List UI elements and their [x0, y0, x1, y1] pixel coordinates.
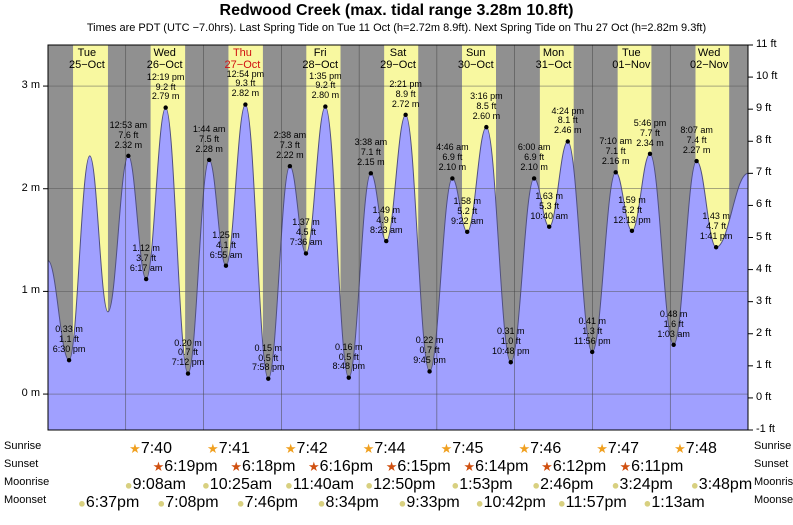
moon-icon: ● [476, 495, 484, 510]
moon-icon: ● [451, 477, 459, 492]
moon-icon: ● [558, 495, 566, 510]
star-icon: ★ [363, 441, 375, 456]
sunmoon-cell: ●1:53pm [451, 476, 512, 494]
moon-icon: ● [318, 495, 326, 510]
starR-icon: ★ [463, 459, 475, 474]
y-tick-left: 3 m [22, 79, 40, 91]
starR-icon: ★ [386, 459, 398, 474]
day-label: Thu27−Oct [225, 47, 261, 71]
sunmoon-row-label: Moonrise [4, 476, 49, 488]
y-tick-right: 2 ft [756, 327, 771, 339]
star-icon: ★ [441, 441, 453, 456]
sunmoon-cell: ●7:46pm [237, 494, 298, 512]
sunmoon-cell: ★6:12pm [541, 458, 606, 476]
y-tick-right: 6 ft [756, 198, 771, 210]
starR-icon: ★ [619, 459, 631, 474]
y-tick-right: 7 ft [756, 166, 771, 178]
sunmoon-row-label: Moonset [4, 494, 46, 506]
star-icon: ★ [674, 441, 686, 456]
y-tick-right: 9 ft [756, 102, 771, 114]
y-tick-right: 1 ft [756, 359, 771, 371]
day-label: Wed02−Nov [690, 47, 728, 71]
sunmoon-cell: ●9:08am [125, 476, 186, 494]
sunmoon-cell: ★7:40 [129, 440, 172, 458]
starR-icon: ★ [153, 459, 165, 474]
sunmoon-cell: ●10:42pm [476, 494, 546, 512]
sunmoon-cell: ★7:41 [207, 440, 250, 458]
sunmoon-row-label: Sunset [4, 458, 38, 470]
sunmoon-cell: ★6:14pm [463, 458, 528, 476]
starR-icon: ★ [541, 459, 553, 474]
moon-icon: ● [365, 477, 373, 492]
sunmoon-cell: ●9:33pm [398, 494, 459, 512]
sunmoon-cell: ●10:25am [202, 476, 272, 494]
y-tick-left: 0 m [22, 387, 40, 399]
sunmoon-cell: ★7:45 [441, 440, 484, 458]
sunmoon-cell: ★7:42 [285, 440, 328, 458]
sunmoon-row-label-right: Moonset [754, 494, 793, 506]
star-icon: ★ [129, 441, 141, 456]
moon-icon: ● [202, 477, 210, 492]
moon-icon: ● [398, 495, 406, 510]
starR-icon: ★ [308, 459, 320, 474]
y-tick-right: 10 ft [756, 70, 777, 82]
sunmoon-cell: ●3:48pm [691, 476, 752, 494]
moon-icon: ● [532, 477, 540, 492]
sunmoon-row-label-right: Sunrise [754, 440, 791, 452]
sunmoon-cell: ★6:19pm [153, 458, 218, 476]
y-tick-right: 0 ft [756, 391, 771, 403]
sunmoon-cell: ●2:46pm [532, 476, 593, 494]
y-tick-right: 8 ft [756, 134, 771, 146]
sunmoon-cell: ●1:13am [643, 494, 704, 512]
day-label: Tue25−Oct [69, 47, 105, 71]
sunmoon-row-label-right: Moonrise [754, 476, 793, 488]
moon-icon: ● [643, 495, 651, 510]
y-tick-right: 4 ft [756, 263, 771, 275]
sunmoon-row-label-right: Sunset [754, 458, 788, 470]
y-tick-right: -1 ft [756, 423, 775, 435]
day-label: Mon31−Oct [536, 47, 572, 71]
day-label: Sun30−Oct [458, 47, 494, 71]
day-label: Fri28−Oct [302, 47, 338, 71]
sunmoon-cell: ★7:48 [674, 440, 717, 458]
moon-icon: ● [237, 495, 245, 510]
sunmoon-cell: ★6:11pm [619, 458, 683, 476]
tide-chart: Redwood Creek (max. tidal range 3.28m 10… [0, 0, 793, 525]
sunmoon-cell: ★6:18pm [230, 458, 295, 476]
starR-icon: ★ [230, 459, 242, 474]
moon-icon: ● [612, 477, 620, 492]
sunmoon-cell: ●12:50pm [365, 476, 435, 494]
moon-icon: ● [78, 495, 86, 510]
sunmoon-cell: ★6:15pm [386, 458, 451, 476]
sunmoon-cell: ★6:16pm [308, 458, 373, 476]
star-icon: ★ [207, 441, 219, 456]
y-tick-left: 1 m [22, 284, 40, 296]
sunmoon-cell: ●3:24pm [612, 476, 673, 494]
moon-icon: ● [125, 477, 133, 492]
star-icon: ★ [285, 441, 297, 456]
y-tick-right: 3 ft [756, 295, 771, 307]
y-tick-right: 5 ft [756, 231, 771, 243]
sunmoon-row-label: Sunrise [4, 440, 41, 452]
day-label: Tue01−Nov [612, 47, 650, 71]
sunmoon-cell: ★7:47 [596, 440, 639, 458]
sunmoon-cell: ★7:44 [363, 440, 406, 458]
sunmoon-cell: ●11:57pm [558, 494, 627, 512]
day-label: Wed26−Oct [147, 47, 183, 71]
y-tick-left: 2 m [22, 182, 40, 194]
moon-icon: ● [691, 477, 699, 492]
sunmoon-cell: ●8:34pm [318, 494, 379, 512]
sunmoon-cell: ●6:37pm [78, 494, 139, 512]
star-icon: ★ [596, 441, 608, 456]
day-label: Sat29−Oct [380, 47, 416, 71]
sunmoon-cell: ★7:46 [518, 440, 561, 458]
sunmoon-cell: ●7:08pm [157, 494, 218, 512]
moon-icon: ● [157, 495, 165, 510]
star-icon: ★ [518, 441, 530, 456]
moon-icon: ● [285, 477, 293, 492]
y-tick-right: 11 ft [756, 38, 777, 50]
sunmoon-cell: ●11:40am [285, 476, 354, 494]
